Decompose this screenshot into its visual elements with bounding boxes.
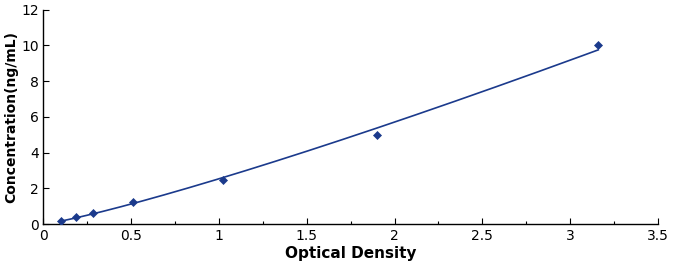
Y-axis label: Concentration(ng/mL): Concentration(ng/mL) [4, 31, 18, 203]
X-axis label: Optical Density: Optical Density [285, 246, 417, 261]
